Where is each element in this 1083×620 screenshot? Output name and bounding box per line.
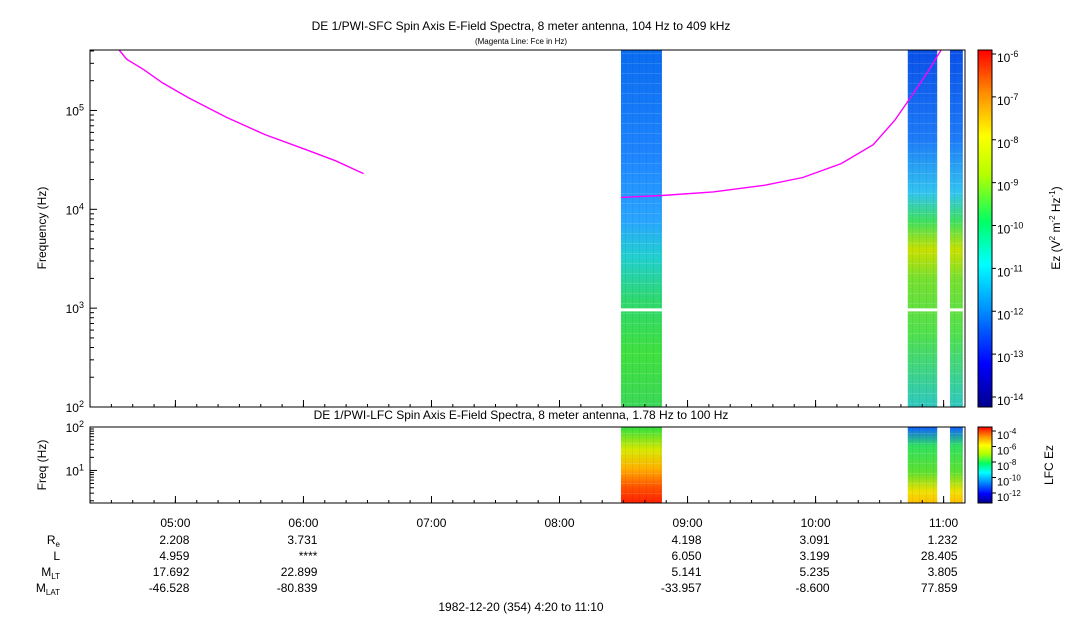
y-tick-label: 104 — [66, 201, 84, 217]
lfc-colorbar — [977, 426, 993, 504]
sfc-colorbar-label: Ez (V2 m-2 Hz-1) — [1048, 186, 1063, 269]
ephemeris-value: 22.899 — [281, 565, 318, 579]
ephemeris-value: **** — [299, 549, 318, 563]
sfc-data-blocks — [620, 50, 963, 407]
sfc-data-gap-line — [950, 308, 963, 312]
x-tick-label: 05:00 — [160, 516, 190, 530]
sfc-title: DE 1/PWI-SFC Spin Axis E-Field Spectra, … — [312, 19, 731, 33]
lfc-data-blocks — [620, 427, 963, 503]
colorbar-tick-label: 10-14 — [997, 392, 1023, 408]
colorbar-tick-label: 10-6 — [997, 49, 1018, 65]
ephemeris-value: 6.050 — [672, 549, 702, 563]
sfc-data-gap-line — [907, 308, 938, 312]
colorbar-tick-label: 10-8 — [997, 135, 1018, 151]
colorbar-tick-label: 10-6 — [997, 443, 1017, 458]
lfc-plot-frame — [89, 426, 966, 504]
ephemeris-row-label: L — [53, 549, 60, 563]
colorbar-tick-label: 10-9 — [997, 178, 1018, 194]
sfc-subtitle: (Magenta Line: Fce in Hz) — [475, 37, 567, 46]
lfc-colorbar-label: LFC Ez — [1042, 445, 1056, 485]
y-tick-label: 102 — [66, 419, 84, 435]
ephemeris-value: 3.199 — [800, 549, 830, 563]
sfc-plot-area — [90, 50, 965, 407]
colorbar-tick-label: 10-11 — [997, 263, 1023, 279]
fce-line-segment-2 — [620, 49, 942, 199]
ephemeris-value: -33.957 — [661, 581, 702, 595]
ephemeris-value: 5.235 — [800, 565, 830, 579]
sfc-data-block-texture — [950, 50, 963, 407]
lfc-title: DE 1/PWI-LFC Spin Axis E-Field Spectra, … — [314, 408, 729, 422]
ephemeris-value: 5.141 — [672, 565, 702, 579]
ephemeris-value: 17.692 — [153, 565, 190, 579]
ephemeris-value: 4.959 — [159, 549, 189, 563]
ephemeris-row-label: Re — [47, 533, 61, 549]
ephemeris-row-label: MLT — [41, 565, 60, 581]
colorbar-tick-label: 10-10 — [997, 221, 1023, 237]
colorbar-tick-label: 10-4 — [997, 427, 1017, 442]
sfc-data-block-texture — [620, 50, 662, 407]
sfc-colorbar-ticks: 10-6 10-7 10-8 10-9 10-10 10-11 10-12 10-13 10-1… — [992, 49, 1023, 408]
sfc-y-axis: 102 103 104 105 — [66, 50, 97, 415]
ephemeris-value: 77.859 — [921, 581, 958, 595]
lfc-plot-area — [90, 427, 965, 503]
y-tick-label: 103 — [66, 300, 84, 316]
x-tick-label: 10:00 — [801, 516, 831, 530]
x-tick-label: 08:00 — [544, 516, 574, 530]
ephemeris-value: 3.805 — [928, 565, 958, 579]
ephemeris-table: Re 2.208 3.731 4.198 3.091 1.232 L 4.959 **** 6.0… — [36, 533, 958, 597]
ephemeris-value: 1.232 — [928, 533, 958, 547]
ephemeris-value: -8.600 — [796, 581, 830, 595]
colorbar-tick-label: 10-7 — [997, 92, 1018, 108]
ephemeris-value: 28.405 — [921, 549, 958, 563]
sfc-y-axis-label: Frequency (Hz) — [35, 187, 49, 270]
colorbar-tick-label: 10-8 — [997, 458, 1017, 473]
x-tick-label: 07:00 — [416, 516, 446, 530]
fce-line-segment-1 — [118, 49, 364, 175]
sfc-plot-frame — [89, 49, 966, 408]
time-x-axis: 05:00 06:00 07:00 08:00 09:00 10:00 11:00 — [89, 400, 966, 530]
lfc-data-block-texture — [950, 427, 963, 503]
x-tick-label: 11:00 — [929, 516, 958, 530]
lfc-y-axis: 101 102 — [66, 419, 97, 502]
ephemeris-value: -80.839 — [277, 581, 318, 595]
x-tick-label: 06:00 — [288, 516, 318, 530]
sfc-data-block-texture — [907, 50, 938, 407]
y-tick-label: 105 — [66, 102, 84, 118]
y-tick-label: 102 — [66, 399, 84, 415]
x-tick-label: 09:00 — [673, 516, 703, 530]
ephemeris-value: 2.208 — [159, 533, 189, 547]
colorbar-tick-label: 10-12 — [997, 489, 1021, 504]
sfc-colorbar — [977, 49, 993, 408]
ephemeris-row-label: MLAT — [36, 581, 60, 597]
lfc-data-block-texture — [620, 427, 662, 503]
ephemeris-value: 3.091 — [800, 533, 830, 547]
lfc-data-block-texture — [907, 427, 938, 503]
ephemeris-value: 4.198 — [672, 533, 702, 547]
colorbar-tick-label: 10-10 — [997, 474, 1021, 489]
y-tick-label: 101 — [66, 462, 84, 478]
colorbar-tick-label: 10-12 — [997, 306, 1023, 322]
ephemeris-value: 3.731 — [287, 533, 317, 547]
sfc-data-gap-line — [620, 308, 662, 312]
colorbar-tick-label: 10-13 — [997, 349, 1023, 365]
lfc-y-axis-label: Freq (Hz) — [35, 440, 49, 491]
date-caption: 1982-12-20 (354) 4:20 to 11:10 — [438, 600, 604, 614]
ephemeris-value: -46.528 — [149, 581, 190, 595]
